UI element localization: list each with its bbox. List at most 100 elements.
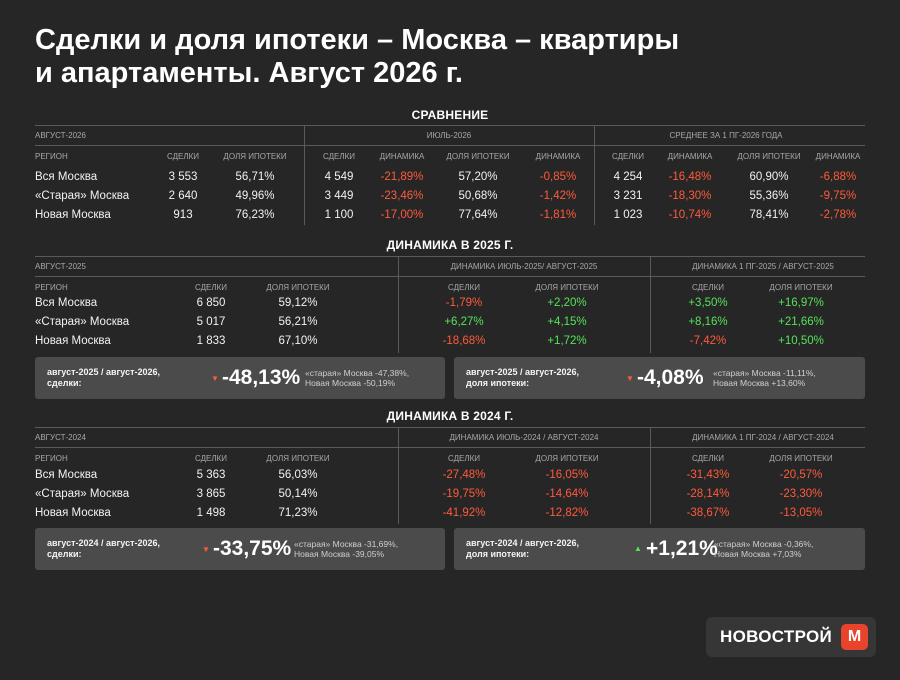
jul-deals-value: 1 100 (324, 209, 354, 221)
summary-note-line-1: «старая» Москва -47,38%, (305, 368, 410, 378)
group-label-h1-2026: СРЕДНЕЕ ЗА 1 ПГ-2026 ГОДА (669, 131, 783, 140)
divider (398, 427, 399, 524)
column-header-share: ДОЛЯ ИПОТЕКИ (266, 283, 330, 292)
divider (35, 447, 865, 448)
region-name: «Старая» Москва (35, 488, 130, 500)
column-header-region: РЕГИОН (35, 152, 68, 161)
column-header-share: ДОЛЯ ИПОТЕКИ (535, 283, 599, 292)
jul-share-dynamics: -1,42% (539, 190, 577, 202)
summary-note: «старая» Москва -47,38%, Новая Москва -5… (305, 368, 409, 388)
summary-note-line-1: «старая» Москва -31,69%, (294, 539, 399, 549)
h1-aug-deals-dynamics: +3,50% (688, 297, 728, 309)
jul-deals-dynamics: -23,46% (380, 190, 424, 202)
h1-deals-value: 1 023 (613, 209, 643, 221)
column-header-share: ДОЛЯ ИПОТЕКИ (223, 152, 287, 161)
summary-label-line-2: доля ипотеки: (466, 378, 530, 388)
h1-deals-dynamics: -10,74% (668, 209, 712, 221)
summary-note: «старая» Москва -11,11%, Новая Москва +1… (713, 368, 816, 388)
summary-label: август-2024 / август-2026, сделки: (47, 538, 160, 560)
aug-share-value: 49,96% (235, 190, 275, 202)
page-title-line-1: Сделки и доля ипотеки – Москва – квартир… (35, 24, 680, 56)
arrow-down-icon: ▼ (202, 545, 210, 554)
h1-aug-deals-dynamics: -7,42% (689, 335, 727, 347)
jul-aug-deals-dynamics: -18,68% (442, 335, 486, 347)
group-label-jul-aug-2024: ДИНАМИКА ИЮЛЬ-2024 / АВГУСТ-2024 (449, 433, 599, 442)
summary-value: -48,13% (222, 366, 301, 389)
arrow-down-icon: ▼ (626, 374, 634, 383)
jul-aug-share-dynamics: -12,82% (545, 507, 589, 519)
column-header-dynamics: ДИНАМИКА (535, 152, 581, 161)
h1-deals-value: 4 254 (613, 171, 643, 183)
deals-value: 6 850 (196, 297, 226, 309)
aug-deals-value: 3 553 (168, 171, 198, 183)
deals-value: 5 363 (196, 469, 226, 481)
jul-share-value: 50,68% (458, 190, 498, 202)
divider (35, 276, 865, 277)
summary-box-2025-deals: август-2025 / август-2026, сделки: ▼ -48… (35, 357, 445, 399)
column-header-share: ДОЛЯ ИПОТЕКИ (769, 454, 833, 463)
h1-share-dynamics: -9,75% (819, 190, 857, 202)
column-header-deals: СДЕЛКИ (611, 152, 645, 161)
page-title-line-2: и апартаменты. Август 2026 г. (35, 57, 463, 89)
jul-aug-deals-dynamics: -41,92% (442, 507, 486, 519)
summary-label-line-1: август-2025 / август-2026, (466, 367, 580, 377)
share-value: 59,12% (278, 297, 318, 309)
region-name: Новая Москва (35, 209, 111, 221)
h1-aug-share-dynamics: -20,57% (779, 469, 823, 481)
jul-deals-value: 3 449 (324, 190, 354, 202)
group-label-aug-2025: АВГУСТ-2025 (35, 262, 86, 271)
divider (35, 427, 865, 428)
region-name: Вся Москва (35, 469, 98, 481)
brand-logo-text: НОВОСТРОЙ (720, 627, 833, 646)
summary-label-line-1: август-2025 / август-2026, (47, 367, 161, 377)
jul-deals-dynamics: -21,89% (380, 171, 424, 183)
summary-note-line-2: Новая Москва -39,05% (294, 549, 385, 559)
jul-aug-deals-dynamics: -27,48% (442, 469, 486, 481)
share-value: 56,03% (278, 469, 318, 481)
h1-share-value: 55,36% (749, 190, 789, 202)
h1-share-dynamics: -6,88% (819, 171, 857, 183)
jul-share-dynamics: -1,81% (539, 209, 577, 221)
column-header-deals: СДЕЛКИ (447, 283, 481, 292)
divider (35, 145, 865, 146)
h1-aug-deals-dynamics: -38,67% (686, 507, 730, 519)
group-label-h1-aug-2025: ДИНАМИКА 1 ПГ-2025 / АВГУСТ-2025 (692, 262, 834, 271)
deals-value: 1 498 (196, 507, 226, 519)
h1-aug-share-dynamics: -23,30% (779, 488, 823, 500)
summary-note-line-2: Новая Москва +7,03% (714, 549, 802, 559)
arrow-down-icon: ▼ (211, 374, 219, 383)
column-header-deals: СДЕЛКИ (447, 454, 481, 463)
column-header-dynamics: ДИНАМИКА (815, 152, 861, 161)
summary-value: -33,75% (213, 537, 292, 560)
jul-aug-share-dynamics: +4,15% (547, 316, 587, 328)
h1-aug-deals-dynamics: -28,14% (686, 488, 730, 500)
region-name: Вся Москва (35, 297, 98, 309)
group-label-jul-2026: ИЮЛЬ-2026 (426, 131, 472, 140)
summary-label-line-2: сделки: (47, 378, 82, 388)
summary-value: -4,08% (637, 366, 704, 389)
column-header-deals: СДЕЛКИ (194, 283, 228, 292)
column-header-share: ДОЛЯ ИПОТЕКИ (769, 283, 833, 292)
h1-aug-share-dynamics: +10,50% (778, 335, 824, 347)
column-header-share: ДОЛЯ ИПОТЕКИ (266, 454, 330, 463)
share-value: 71,23% (278, 507, 318, 519)
jul-aug-deals-dynamics: -1,79% (445, 297, 483, 309)
group-label-jul-aug-2025: ДИНАМИКА ИЮЛЬ-2025/ АВГУСТ-2025 (450, 262, 598, 271)
h1-deals-dynamics: -18,30% (668, 190, 712, 202)
h1-share-value: 60,90% (749, 171, 789, 183)
h1-aug-share-dynamics: -13,05% (779, 507, 823, 519)
jul-aug-deals-dynamics: -19,75% (442, 488, 486, 500)
summary-note: «старая» Москва -0,36%, Новая Москва +7,… (714, 539, 813, 559)
column-header-deals: СДЕЛКИ (691, 283, 725, 292)
column-header-deals: СДЕЛКИ (322, 152, 356, 161)
summary-note-line-2: Новая Москва -50,19% (305, 378, 396, 388)
summary-label-line-1: август-2024 / август-2026, (47, 538, 161, 548)
aug-share-value: 56,71% (235, 171, 275, 183)
deals-value: 3 865 (196, 488, 226, 500)
divider (594, 125, 595, 225)
dyn2024-section-title: ДИНАМИКА В 2024 Г. (386, 409, 514, 423)
page-title: Сделки и доля ипотеки – Москва – квартир… (35, 24, 835, 90)
jul-share-value: 77,64% (458, 209, 498, 221)
region-name: Новая Москва (35, 335, 111, 347)
aug-deals-value: 2 640 (168, 190, 198, 202)
